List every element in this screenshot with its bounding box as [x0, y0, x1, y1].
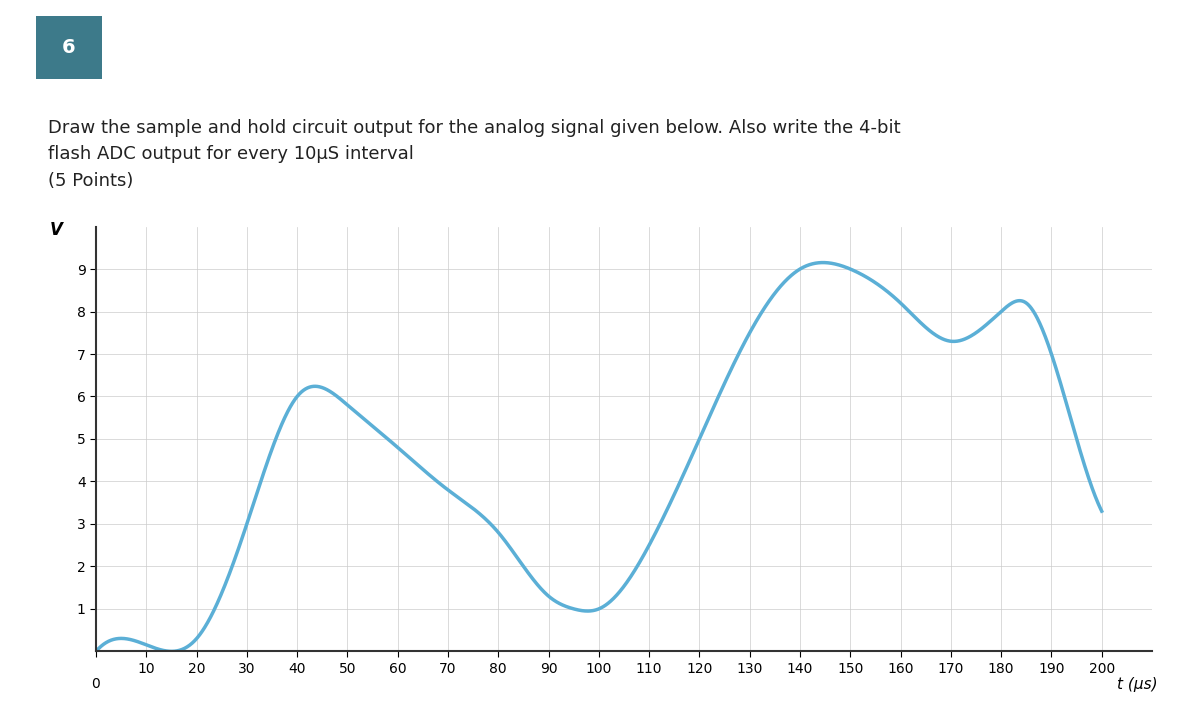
Text: Draw the sample and hold circuit output for the analog signal given below. Also : Draw the sample and hold circuit output …: [48, 119, 901, 190]
Text: 6: 6: [61, 38, 76, 57]
Bar: [36, 16, 102, 79]
Text: 0: 0: [91, 677, 101, 691]
Text: t (μs): t (μs): [1117, 677, 1157, 692]
Text: V: V: [49, 222, 62, 239]
